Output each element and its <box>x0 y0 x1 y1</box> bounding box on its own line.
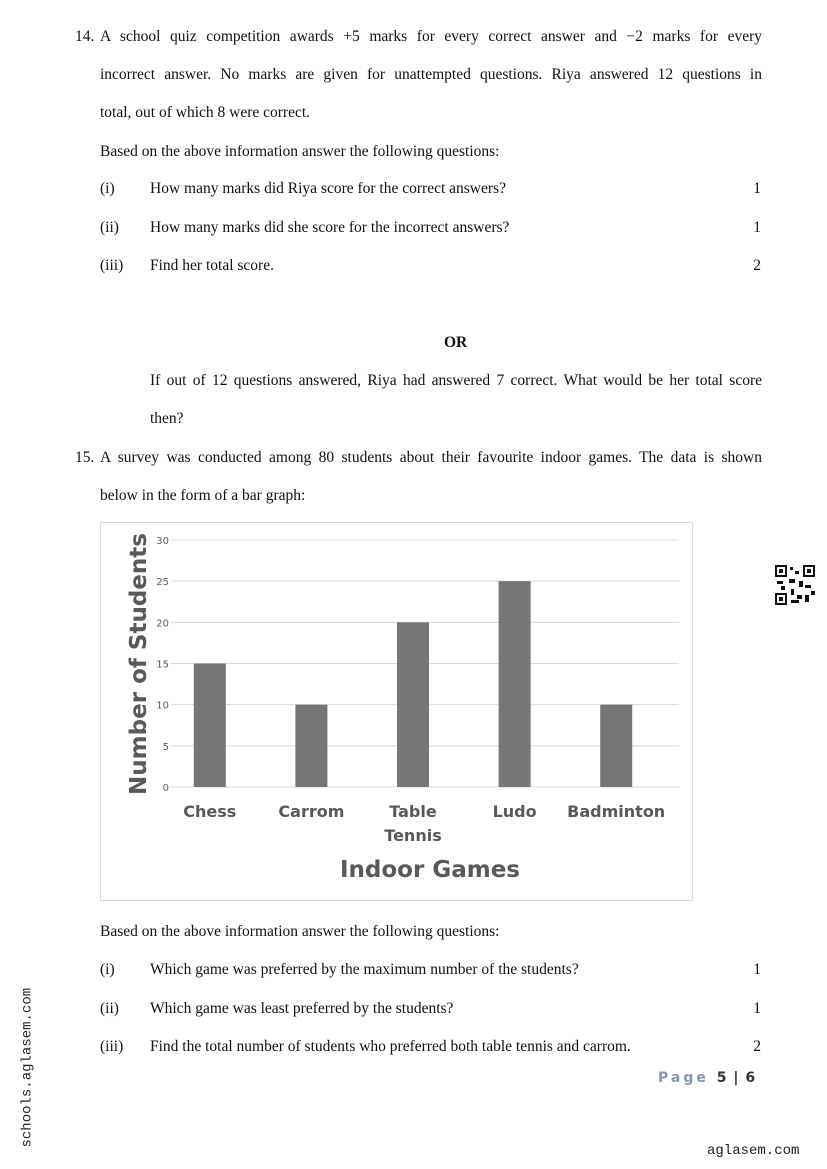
q15-number: 15. <box>75 449 95 466</box>
side-watermark: schools.aglasem.com <box>19 987 36 1148</box>
x-axis-title: Indoor Games <box>340 857 520 883</box>
page-number: Page 5 | 6 <box>658 1070 756 1086</box>
y-tick-label: 20 <box>156 618 169 629</box>
part-label: (iii) <box>100 1038 124 1055</box>
y-tick-label: 0 <box>163 783 169 794</box>
part-marks: 1 <box>753 1000 761 1017</box>
part-label: (ii) <box>100 219 119 236</box>
part-label: (iii) <box>100 257 124 274</box>
part-marks: 2 <box>753 1038 761 1055</box>
x-tick-label: Table <box>389 802 437 821</box>
bar-chess <box>193 663 226 787</box>
part-label: (ii) <box>100 1000 119 1017</box>
q14-instruction: Based on the above information answer th… <box>100 143 500 160</box>
bar-badminton <box>600 704 633 787</box>
part-text: How many marks did Riya score for the co… <box>150 180 506 197</box>
y-tick-label: 30 <box>156 536 169 547</box>
q14-line-1: A school quiz competition awards +5 mark… <box>100 28 762 45</box>
part-marks: 2 <box>753 257 761 274</box>
part-text: Which game was preferred by the maximum … <box>150 961 579 978</box>
bar-carrom <box>295 704 328 787</box>
x-tick-label: Tennis <box>384 826 441 845</box>
q15-line-2: below in the form of a bar graph: <box>100 487 306 504</box>
part-text: Find her total score. <box>150 257 274 274</box>
q14-number: 14. <box>75 28 95 45</box>
qr-code-icon <box>775 565 815 605</box>
x-tick-label: Ludo <box>493 802 537 821</box>
y-tick-label: 25 <box>156 577 169 588</box>
y-tick-label: 10 <box>156 701 169 712</box>
part-text: Find the total number of students who pr… <box>150 1038 631 1055</box>
or-divider: OR <box>444 334 468 351</box>
part-marks: 1 <box>753 219 761 236</box>
x-tick-label: Chess <box>183 802 236 821</box>
bar-chart: 0 5 10 15 20 25 30 Chess Carrom Table Tennis Ludo Ba… <box>100 522 693 901</box>
q14-line-2: incorrect answer. No marks are given for… <box>100 66 762 83</box>
part-marks: 1 <box>753 961 761 978</box>
q15-line-1: A survey was conducted among 80 students… <box>100 449 762 466</box>
part-text: Which game was least preferred by the st… <box>150 1000 454 1017</box>
q14-alt-line-1: If out of 12 questions answered, Riya ha… <box>150 372 762 389</box>
y-axis-title: Number of Students <box>126 533 152 795</box>
part-marks: 1 <box>753 180 761 197</box>
page-word: Page <box>658 1070 709 1086</box>
q14-line-3: total, out of which 8 were correct. <box>100 104 311 121</box>
site-watermark: aglasem.com <box>707 1143 800 1159</box>
q14-alt-line-2: then? <box>150 410 184 427</box>
page-value: 5 | 6 <box>716 1070 757 1086</box>
part-text: How many marks did she score for the inc… <box>150 219 510 236</box>
y-tick-label: 15 <box>156 660 169 671</box>
x-tick-label: Badminton <box>567 802 665 821</box>
part-label: (i) <box>100 180 115 197</box>
bar-ludo <box>498 581 531 787</box>
q15-instruction: Based on the above information answer th… <box>100 923 500 940</box>
x-tick-label: Carrom <box>278 802 344 821</box>
y-tick-label: 5 <box>163 742 169 753</box>
bar-table-tennis <box>397 622 429 787</box>
part-label: (i) <box>100 961 115 978</box>
bar-chart-svg: 0 5 10 15 20 25 30 Chess Carrom Table Tennis Ludo Ba… <box>126 533 679 883</box>
